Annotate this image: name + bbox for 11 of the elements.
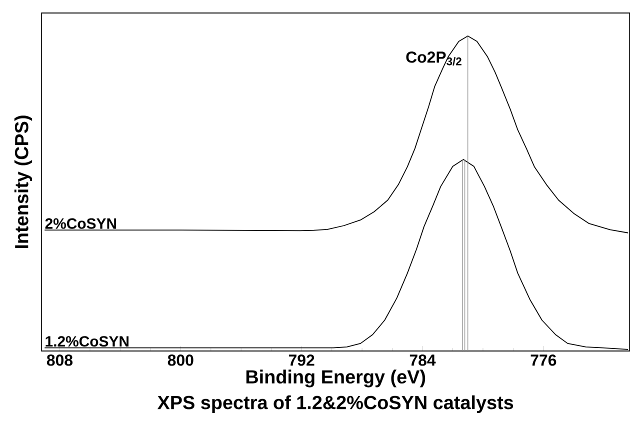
text: XPS spectra of 1.2&2%CoSYN catalysts bbox=[157, 395, 514, 413]
x-tick-label: 784 bbox=[410, 354, 436, 366]
x-tick-label: 792 bbox=[288, 354, 314, 366]
x-tick-label: 808 bbox=[46, 354, 73, 366]
annotation: Co2P$_{3/2}$ bbox=[406, 52, 462, 66]
series-label: 1.2%CoSYN bbox=[46, 336, 128, 347]
x-axis-title: Binding Energy (eV) bbox=[246, 370, 426, 388]
y-axis-title: Intensity (CPS) bbox=[14, 116, 32, 248]
x-tick-label: 800 bbox=[168, 354, 194, 366]
x-tick-label: 776 bbox=[530, 354, 556, 366]
series-label: 2%CoSYN bbox=[45, 218, 116, 229]
